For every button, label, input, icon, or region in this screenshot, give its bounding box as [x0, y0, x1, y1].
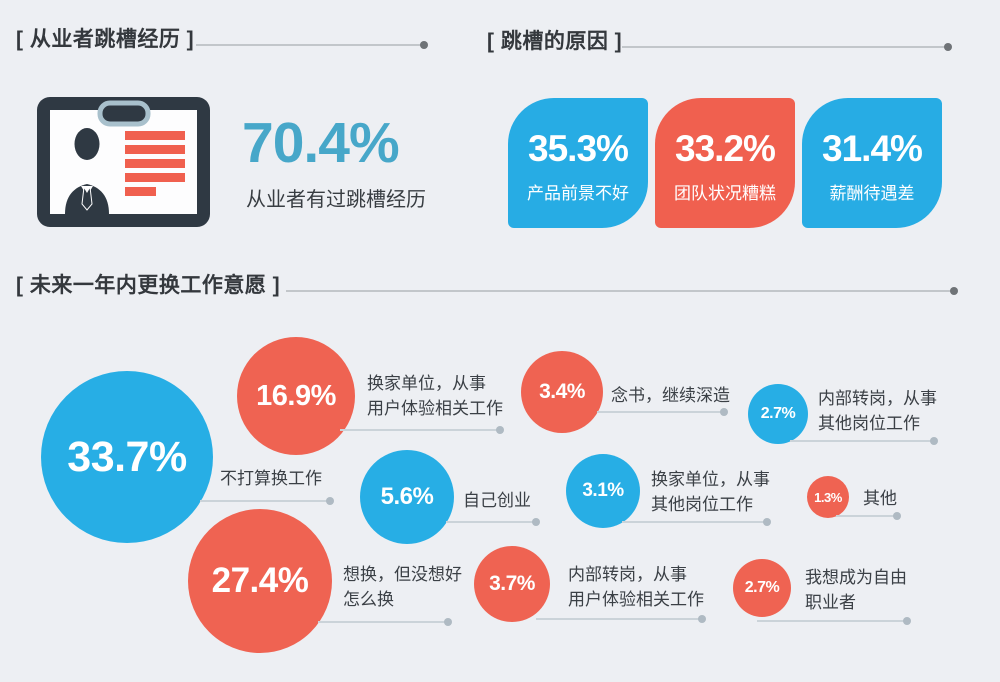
connector-dot: [532, 518, 540, 526]
card-label: 产品前景不好: [527, 184, 629, 203]
bubble-label-line2: 怎么换: [343, 590, 394, 609]
connector-dot: [903, 617, 911, 625]
section-rule: [622, 43, 952, 51]
bubble-percentage: 27.4%: [211, 561, 309, 600]
section-rule: [196, 41, 428, 49]
card-value: 35.3%: [528, 128, 629, 169]
connector-dot: [326, 497, 334, 505]
bubble-percentage: 33.7%: [67, 432, 187, 481]
id-card-icon: [37, 97, 210, 227]
connector-dot: [444, 618, 452, 626]
rule-end-dot: [944, 43, 952, 51]
bubble-percentage: 1.3%: [814, 489, 842, 505]
connector-line: [340, 426, 504, 434]
bubble-label-line2: 用户体验相关工作: [367, 399, 503, 418]
reason-card-product-outlook: 35.3% 产品前景不好: [508, 98, 648, 228]
connector-line: [757, 617, 911, 625]
bubble-percentage: 3.4%: [539, 380, 585, 403]
bubble-other: 1.3%: [807, 476, 849, 518]
bubble-label-line1: 不打算换工作: [220, 469, 322, 488]
bubble-percentage: 3.1%: [582, 480, 624, 501]
connector-dot: [893, 512, 901, 520]
section-title-intention: [ 未来一年内更换工作意愿 ]: [16, 274, 281, 297]
bubble-label: 念书，继续深造: [611, 383, 730, 408]
bubble-label: 内部转岗，从事 用户体验相关工作: [568, 562, 704, 612]
bubble-label-line1: 换家单位，从事: [651, 470, 770, 489]
connector-line: [622, 518, 771, 526]
connector-dot: [763, 518, 771, 526]
bubble-percentage: 2.7%: [760, 405, 796, 422]
connector-line: [318, 618, 452, 626]
connector-line: [836, 512, 901, 520]
bubble-want-change-undecided: 27.4%: [188, 509, 332, 653]
connector-line: [790, 437, 938, 445]
bubble-label: 内部转岗，从事 其他岗位工作: [818, 386, 937, 436]
section-title-job-hopping-experience: [ 从业者跳槽经历 ]: [16, 28, 195, 51]
stat-value: 70.4%: [242, 111, 400, 175]
bubble-label-line1: 念书，继续深造: [611, 386, 730, 405]
bubble-label-line2: 其他岗位工作: [651, 495, 753, 514]
bubble-label-line1: 想换，但没想好: [343, 565, 462, 584]
bubble-label-line1: 我想成为自由: [805, 568, 907, 587]
bubble-label-line1: 自己创业: [463, 491, 531, 510]
card-value: 31.4%: [822, 128, 923, 169]
bubble-percentage: 3.7%: [489, 572, 535, 595]
stat-label: 从业者有过跳槽经历: [246, 189, 426, 211]
bubble-label-line2: 其他岗位工作: [818, 414, 920, 433]
rule-end-dot: [950, 287, 958, 295]
bubble-label: 换家单位，从事 用户体验相关工作: [367, 371, 503, 421]
section-rule: [286, 287, 958, 295]
connector-dot: [698, 615, 706, 623]
reason-card-team-condition: 33.2% 团队状况糟糕: [655, 98, 795, 228]
bubble-label: 想换，但没想好 怎么换: [343, 562, 462, 612]
bubble-internal-transfer-ux: 3.7%: [474, 546, 550, 622]
bubble-start-own-business: 5.6%: [360, 450, 454, 544]
bubble-further-study: 3.4%: [521, 351, 603, 433]
bubble-label-line2: 职业者: [805, 593, 856, 612]
bubble-label-line1: 内部转岗，从事: [568, 565, 687, 584]
rule-end-dot: [420, 41, 428, 49]
reason-card-salary: 31.4% 薪酬待遇差: [802, 98, 942, 228]
bubble-change-company-ux: 16.9%: [237, 337, 355, 455]
connector-dot: [720, 408, 728, 416]
connector-dot: [930, 437, 938, 445]
connector-line: [536, 615, 706, 623]
bubble-label: 其他: [863, 486, 897, 511]
card-label: 薪酬待遇差: [829, 184, 915, 203]
card-value: 33.2%: [675, 128, 776, 169]
bubble-label-line1: 其他: [863, 489, 897, 508]
connector-line: [200, 497, 334, 505]
bubble-freelancer: 2.7%: [733, 559, 791, 617]
bubble-label: 不打算换工作: [220, 466, 322, 491]
bubble-label: 我想成为自由 职业者: [805, 565, 907, 615]
bubble-label-line1: 内部转岗，从事: [818, 389, 937, 408]
bubble-percentage: 5.6%: [380, 483, 434, 510]
bubble-no-plan-to-change: 33.7%: [41, 371, 213, 543]
bubble-percentage: 16.9%: [256, 379, 336, 412]
card-label: 团队状况糟糕: [674, 184, 776, 203]
bubble-label-line2: 用户体验相关工作: [568, 590, 704, 609]
bubble-internal-transfer-other-role: 2.7%: [748, 384, 808, 444]
connector-line: [446, 518, 540, 526]
connector-line: [597, 408, 728, 416]
bubble-label-line1: 换家单位，从事: [367, 374, 486, 393]
section-title-reasons: [ 跳槽的原因 ]: [487, 30, 623, 53]
bubble-label: 自己创业: [463, 488, 531, 513]
connector-dot: [496, 426, 504, 434]
bubble-change-company-other-role: 3.1%: [566, 454, 640, 528]
bubble-percentage: 2.7%: [744, 579, 780, 596]
bubble-label: 换家单位，从事 其他岗位工作: [651, 467, 770, 517]
